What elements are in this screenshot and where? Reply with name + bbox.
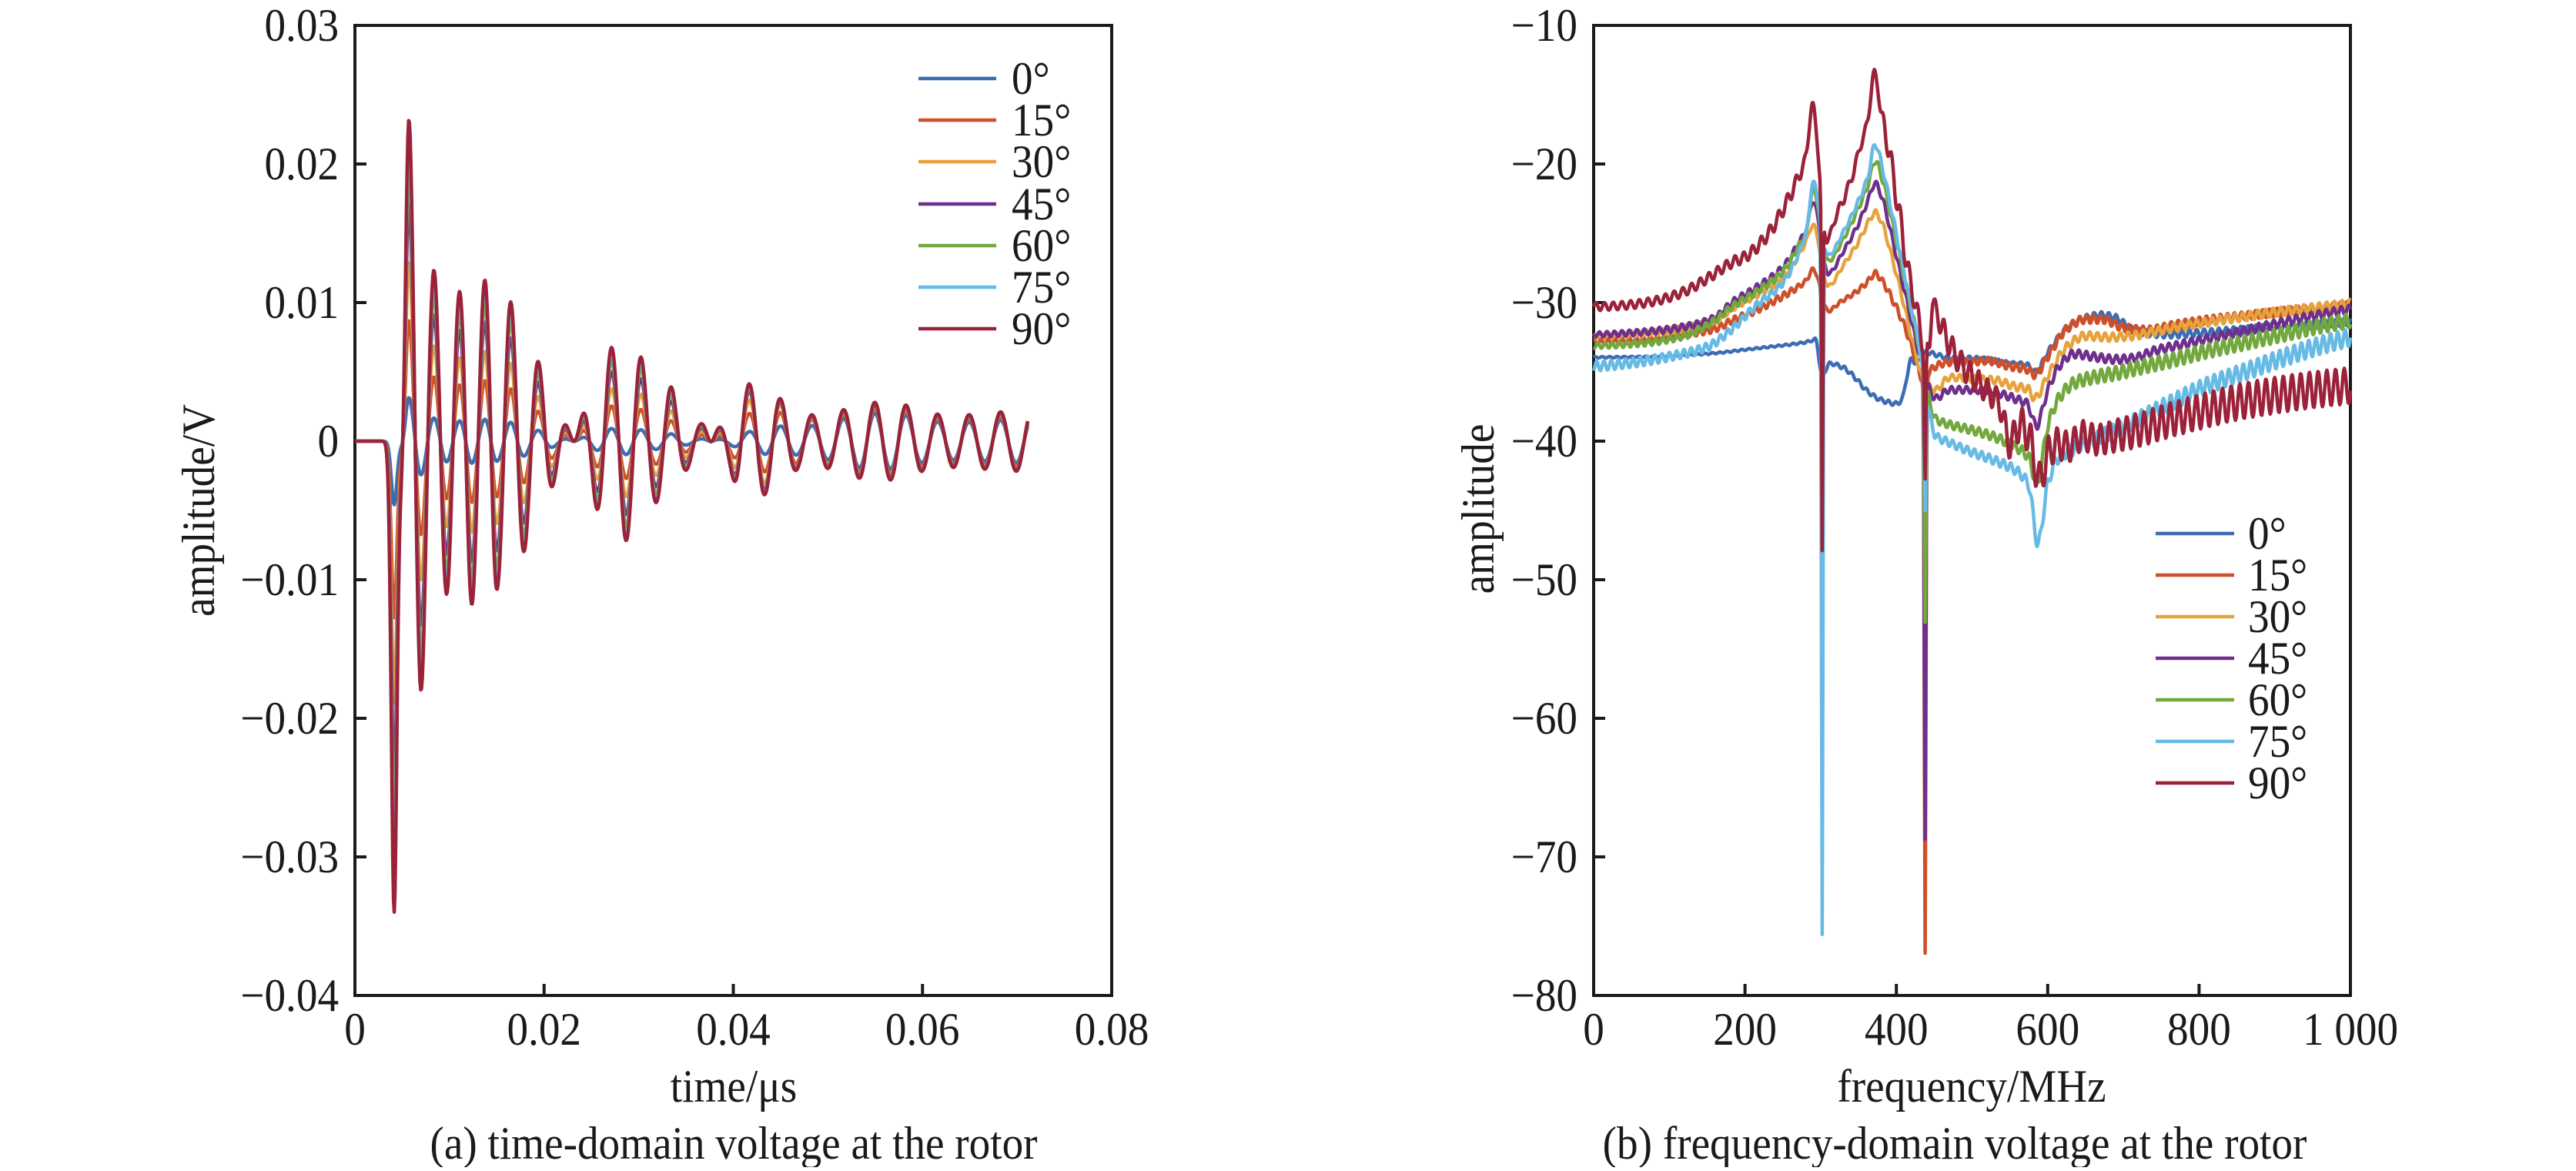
svg-text:45°: 45°	[1012, 179, 1071, 230]
svg-text:60°: 60°	[2248, 675, 2307, 726]
svg-text:0°: 0°	[2248, 509, 2287, 560]
svg-text:−0.01: −0.01	[240, 555, 339, 606]
svg-text:−50: −50	[1511, 555, 1577, 606]
svg-text:−40: −40	[1511, 417, 1577, 467]
svg-text:45°: 45°	[2248, 634, 2307, 684]
svg-text:amplitude/V: amplitude/V	[174, 404, 225, 617]
svg-text:0: 0	[1583, 1005, 1604, 1056]
svg-text:0.06: 0.06	[885, 1005, 960, 1056]
svg-text:(b) frequency-domain voltage a: (b) frequency-domain voltage at the roto…	[1603, 1119, 2307, 1167]
svg-text:time/μs: time/μs	[671, 1062, 797, 1112]
svg-text:15°: 15°	[1012, 95, 1071, 146]
svg-text:amplitude: amplitude	[1454, 424, 1504, 594]
svg-text:800: 800	[2167, 1005, 2231, 1056]
svg-text:400: 400	[1865, 1005, 1929, 1056]
svg-text:−0.04: −0.04	[240, 971, 339, 1022]
svg-text:60°: 60°	[1012, 221, 1071, 272]
svg-text:90°: 90°	[2248, 758, 2307, 809]
svg-text:75°: 75°	[1012, 263, 1071, 313]
svg-text:−20: −20	[1511, 139, 1577, 190]
svg-text:−60: −60	[1511, 694, 1577, 744]
svg-text:0.02: 0.02	[264, 139, 339, 190]
svg-text:30°: 30°	[2248, 592, 2307, 643]
svg-text:−0.03: −0.03	[240, 832, 339, 883]
svg-text:15°: 15°	[2248, 550, 2307, 601]
svg-text:−80: −80	[1511, 971, 1577, 1022]
svg-text:600: 600	[2016, 1005, 2079, 1056]
svg-text:−0.02: −0.02	[240, 694, 339, 744]
svg-text:0°: 0°	[1012, 54, 1050, 105]
svg-text:0.03: 0.03	[264, 1, 339, 52]
svg-text:frequency/MHz: frequency/MHz	[1837, 1062, 2106, 1112]
svg-text:0: 0	[344, 1005, 366, 1056]
svg-text:0.01: 0.01	[264, 278, 339, 329]
svg-text:−30: −30	[1511, 278, 1577, 329]
svg-text:0.04: 0.04	[696, 1005, 771, 1056]
svg-text:−70: −70	[1511, 832, 1577, 883]
svg-text:90°: 90°	[1012, 304, 1071, 355]
svg-text:75°: 75°	[2248, 717, 2307, 768]
svg-text:(a) time-domain voltage at the: (a) time-domain voltage at the rotor	[430, 1119, 1038, 1167]
svg-text:30°: 30°	[1012, 137, 1071, 188]
svg-text:200: 200	[1713, 1005, 1777, 1056]
svg-text:0.08: 0.08	[1075, 1005, 1149, 1056]
svg-text:1 000: 1 000	[2303, 1005, 2398, 1056]
svg-text:0.02: 0.02	[507, 1005, 581, 1056]
svg-text:0: 0	[317, 417, 339, 467]
svg-text:−10: −10	[1511, 1, 1577, 52]
